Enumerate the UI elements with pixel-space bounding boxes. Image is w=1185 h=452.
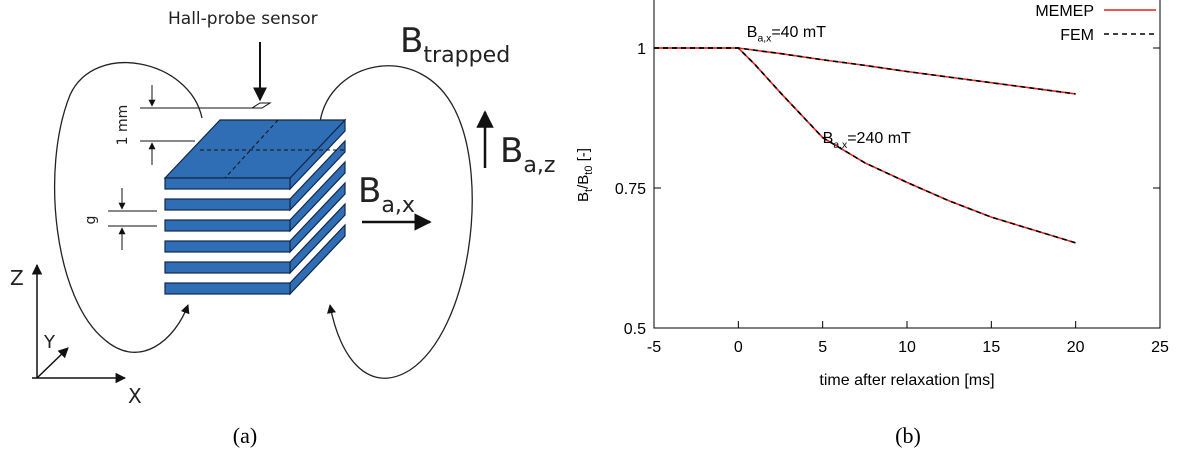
plot-frame <box>653 0 1161 329</box>
sensor <box>250 102 272 109</box>
legend-label: FEM <box>1060 27 1094 44</box>
axis-y: Y <box>43 332 56 353</box>
line-series <box>654 47 1076 95</box>
axis-x: X <box>128 384 142 408</box>
thickness-label: 1 mm <box>115 105 131 146</box>
y-tick-label: 0.5 <box>624 321 646 338</box>
y-axis-label: Bt/Bt0 [-] <box>575 148 595 202</box>
x-tick-label: 25 <box>1151 339 1169 356</box>
x-tick-label: 15 <box>982 339 1000 356</box>
sensor-label: Hall-probe sensor <box>168 9 318 29</box>
b-ax: Ba,x <box>358 171 415 218</box>
y-tick-label: 1 <box>637 41 646 58</box>
b-trapped: Btrapped <box>400 21 510 68</box>
text: =240 mT <box>847 130 911 147</box>
axis <box>36 347 69 379</box>
subscript: trapped <box>423 42 510 68</box>
subscript: a,x <box>757 34 772 45</box>
x-tick-label: 10 <box>898 339 916 356</box>
subscript: a,x <box>833 140 848 151</box>
diagram: Hall-probe sensor Btrapped Ba,z Ba,x 1 m… <box>10 9 556 408</box>
axis-z: Z <box>10 266 24 290</box>
label-part: B <box>575 192 592 202</box>
text: =40 mT <box>771 24 826 41</box>
label-part: t <box>583 189 595 192</box>
y-tick-label: 0.75 <box>615 181 646 198</box>
plate-front <box>164 177 291 190</box>
subscript: a,z <box>523 152 555 178</box>
annotation: Ba,x=240 mT <box>823 130 911 151</box>
annotation: Ba,x=40 mT <box>747 24 826 45</box>
chart: -5 0 5 10 15 20 25 0.5 0.75 1 time after relaxatio… <box>575 0 1169 389</box>
plate-front <box>164 219 291 232</box>
base: B <box>747 24 758 41</box>
x-tick-label: 0 <box>734 339 743 356</box>
line-series <box>654 47 1076 244</box>
plate-front <box>164 240 291 253</box>
caption: (a) <box>233 423 257 448</box>
legend-label: MEMEP <box>1035 3 1094 20</box>
x-axis-label: time after relaxation [ms] <box>819 372 994 389</box>
x-tick-label: 20 <box>1067 339 1085 356</box>
base: B <box>823 130 834 147</box>
plate-front <box>164 198 291 211</box>
base: B <box>400 21 423 61</box>
base: B <box>500 131 523 171</box>
x-tick-label: -5 <box>647 339 661 356</box>
field-line <box>53 61 203 353</box>
field-line <box>319 65 473 379</box>
subscript: a,x <box>381 192 415 218</box>
dash <box>224 119 279 179</box>
gap-label: g <box>83 216 99 225</box>
label-part: /B <box>575 175 592 189</box>
plate-front <box>164 282 291 295</box>
base: B <box>358 171 381 211</box>
x-tick-label: 5 <box>818 339 827 356</box>
line-series <box>654 47 1076 95</box>
plate-front <box>164 261 291 274</box>
b-az: Ba,z <box>500 131 556 178</box>
caption: (b) <box>895 423 921 448</box>
label-part: [-] <box>575 148 592 166</box>
label-part: t0 <box>583 166 595 175</box>
sample-stack <box>163 118 347 296</box>
